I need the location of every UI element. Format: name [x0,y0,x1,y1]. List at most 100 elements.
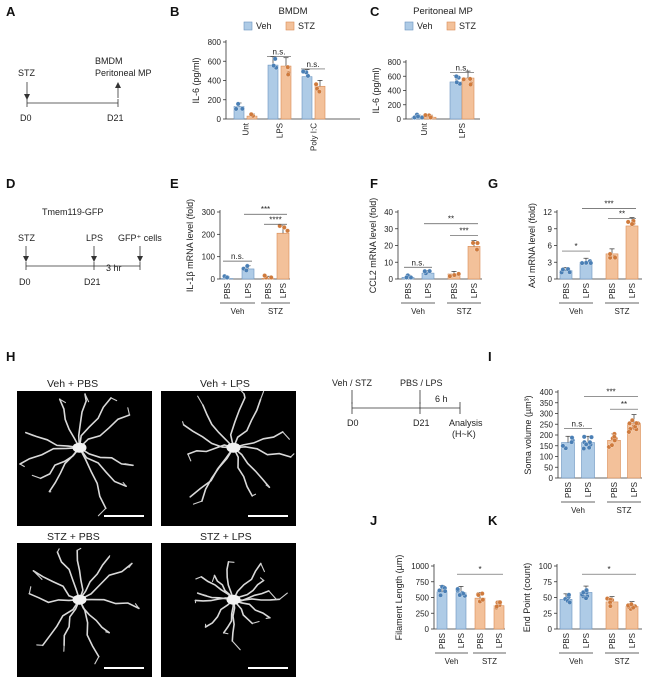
sig-label: *** [459,226,468,235]
data-point [581,446,587,451]
x-tick-label: LPS [628,633,637,648]
x-tick-label: LPS [424,283,433,298]
panel-d-d21: D21 [84,277,101,287]
data-point [454,79,460,85]
y-tick-label: 0 [548,625,553,634]
y-tick-label: 400 [540,388,554,397]
data-point [248,112,254,117]
y-axis-label: Axl mRNA level (fold) [527,203,537,288]
data-point [404,275,409,280]
y-tick-label: 200 [540,431,554,440]
group-label: STZ [614,307,629,316]
sig-label: **** [269,215,281,224]
x-tick-label: Poly I:C [310,123,319,151]
bar [436,591,448,630]
microglia-image [17,391,152,526]
y-tick-label: 1000 [411,562,429,571]
panel-d-lps: LPS [86,233,103,243]
x-tick-label: PBS [564,482,573,498]
chart-b: BMDM Veh STZ 0 200 400 600 800 IL-6 (pg/ml) Unt LP… [191,6,360,151]
y-tick-label: 75 [543,578,552,587]
x-tick-label: PBS [438,633,447,649]
sig-label: ** [448,215,454,224]
data-point [447,273,453,279]
x-tick-label: PBS [610,482,619,498]
x-tick-label: PBS [264,283,273,299]
data-point [313,81,319,87]
y-tick-label: 0 [549,474,554,483]
data-point [451,272,457,278]
data-point [224,275,230,280]
data-point [629,417,635,423]
h-analysis2: (H~K) [452,429,476,439]
data-point [476,592,481,598]
data-point [560,443,566,449]
y-tick-label: 9 [548,225,553,234]
y-tick-label: 300 [202,208,216,217]
sig-label: * [574,242,577,251]
group-label: Veh [411,307,425,316]
panel-c-label: C [370,4,380,19]
x-tick-label: PBS [476,633,485,649]
x-tick-label: LPS [628,283,637,298]
panel-j-label: J [370,513,377,528]
y-tick-label: 50 [543,594,552,603]
data-point [285,228,290,234]
data-point [233,106,239,112]
y-axis-label: Soma volume (µm³) [523,395,533,474]
panel-d-label: D [6,176,15,191]
data-point [240,106,245,112]
y-tick-label: 300 [540,410,554,419]
x-tick-label: PBS [608,633,617,649]
group-label: STZ [614,657,629,666]
panel-a-out2: Peritoneal MP [95,68,152,78]
panel-e-label: E [170,176,179,191]
h-d21: D21 [413,418,430,428]
group-label: Veh [569,307,583,316]
bar [625,225,639,280]
bar [449,81,463,120]
sig-label: ** [621,400,627,409]
y-tick-label: 0 [548,275,553,284]
data-point [461,77,467,82]
y-tick-label: 0 [217,115,222,124]
data-point [277,223,283,229]
x-tick-label: PBS [562,633,571,649]
h-title-1: Veh + PBS [47,378,98,390]
data-point [589,434,594,440]
data-point [567,600,573,605]
sig-label: *** [604,200,613,209]
data-point [586,445,592,451]
h-title-4: STZ + LPS [200,531,252,543]
sig-label: ** [619,210,625,219]
group-label: Veh [569,657,583,666]
data-point [272,56,278,62]
data-point [494,604,500,609]
data-point [244,263,250,269]
data-point [560,267,566,272]
microglia-image [17,543,152,677]
data-point [457,592,463,598]
y-tick-label: 200 [202,230,216,239]
data-point [627,421,632,426]
y-axis-label: CCL2 mRNA level (fold) [368,198,378,294]
data-point [480,597,486,603]
group-label: STZ [268,307,283,316]
y-tick-label: 350 [540,399,554,408]
legend-swatch-veh [404,21,414,31]
cell-soma [226,442,241,453]
sig-label: n.s. [273,47,286,56]
sig-label: n.s. [572,420,585,429]
data-point [569,435,575,441]
h-analysis: Analysis [449,418,483,428]
data-point [608,603,613,609]
sig-label: *** [261,205,270,214]
y-tick-label: 800 [388,58,402,67]
data-point [453,74,459,79]
data-point [629,221,635,227]
panel-h-label: H [6,349,15,364]
y-tick-label: 200 [388,101,402,110]
x-tick-label: PBS [562,283,571,299]
data-point [285,72,291,77]
